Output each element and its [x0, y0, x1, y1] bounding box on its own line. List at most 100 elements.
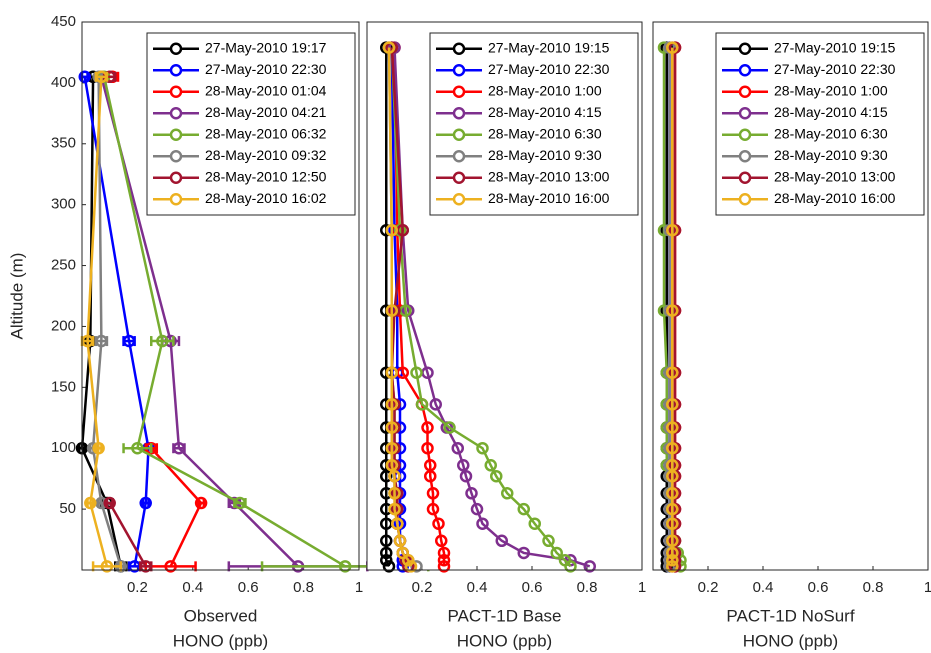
legend-label: 27-May-2010 19:15	[774, 39, 896, 55]
legend: 27-May-2010 19:15 27-May-2010 22:30 28-May…	[715, 32, 925, 216]
legend-label: 27-May-2010 22:30	[774, 61, 896, 77]
data-point	[666, 517, 679, 530]
legend-box	[146, 32, 356, 216]
x-tick-label: 0.4	[182, 579, 203, 596]
panel: 0.2 0.4 0.6 0.8 150100150200250300350400450O…	[7, 13, 430, 650]
data-point	[666, 502, 679, 516]
legend-label: 28-May-2010 9:30	[774, 147, 888, 163]
data-point	[78, 70, 92, 84]
legend-marker	[169, 64, 183, 77]
legend-label: 28-May-2010 12:50	[205, 168, 327, 184]
data-point	[666, 441, 679, 455]
data-point	[484, 459, 497, 472]
data-point	[666, 223, 679, 237]
data-point	[391, 517, 404, 530]
data-point	[666, 366, 679, 379]
data-point	[666, 398, 679, 411]
data-point	[396, 546, 409, 560]
legend-label: 28-May-2010 04:21	[205, 104, 327, 120]
data-point	[194, 496, 208, 510]
y-tick-label: 150	[51, 378, 76, 395]
data-point	[122, 334, 136, 348]
legend-marker	[738, 85, 752, 98]
x-axis-label: HONO (ppb)	[457, 631, 552, 650]
data-point	[542, 534, 555, 548]
data-point	[501, 487, 514, 500]
data-point	[666, 421, 679, 434]
legend-label: 28-May-2010 1:00	[488, 82, 602, 98]
data-point	[385, 421, 398, 434]
legend-marker	[452, 150, 466, 163]
data-point	[517, 502, 530, 516]
x-axis-label: Observed	[184, 606, 258, 625]
data-point	[457, 459, 470, 472]
data-point	[131, 441, 144, 455]
legend-marker	[738, 150, 752, 163]
y-axis-label: Altitude (m)	[7, 253, 26, 340]
data-point	[429, 398, 442, 411]
legend-label: 28-May-2010 1:00	[774, 82, 888, 98]
legend-marker	[452, 42, 466, 55]
data-point	[382, 560, 396, 573]
data-point	[92, 441, 105, 455]
y-tick-label: 450	[51, 13, 76, 30]
data-point	[404, 560, 418, 573]
legend-marker	[738, 64, 752, 77]
data-point	[95, 334, 108, 348]
legend-label: 28-May-2010 4:15	[488, 104, 602, 120]
legend-label: 27-May-2010 19:17	[205, 39, 327, 55]
legend-box	[715, 32, 925, 216]
legend-marker	[452, 128, 466, 141]
data-point	[385, 366, 398, 379]
y-tick-label: 300	[51, 196, 76, 213]
legend-marker	[452, 64, 466, 77]
legend-label: 27-May-2010 22:30	[205, 61, 327, 77]
data-point	[380, 534, 393, 548]
data-point	[465, 487, 478, 500]
legend-marker	[169, 42, 183, 55]
data-point	[380, 554, 393, 567]
x-tick-label: 0.4	[467, 579, 488, 596]
series-line	[100, 76, 299, 568]
data-point	[393, 534, 407, 548]
panel: 0.2 0.4 0.6 0.8 1 PACT-1D Base HONO (ppb) 27-Ma…	[366, 21, 646, 650]
data-point	[172, 441, 186, 455]
legend-marker	[738, 107, 752, 120]
data-point	[139, 560, 152, 573]
data-point	[156, 334, 169, 348]
x-tick-label: 0.8	[293, 579, 314, 596]
legend-box	[429, 32, 639, 216]
data-point	[528, 517, 541, 530]
data-point	[470, 502, 484, 516]
y-tick-label: 350	[51, 135, 76, 152]
data-point	[666, 487, 679, 500]
data-point	[476, 441, 489, 455]
axes-box	[366, 21, 643, 571]
data-point	[459, 469, 473, 483]
x-axis-label: HONO (ppb)	[173, 631, 268, 650]
data-point	[426, 502, 440, 516]
data-point	[517, 546, 530, 560]
data-point	[385, 441, 398, 455]
x-axis-label: PACT-1D NoSurf	[726, 606, 854, 625]
legend-label: 28-May-2010 4:15	[774, 104, 888, 120]
series-line	[86, 76, 109, 567]
data-point	[451, 441, 464, 455]
data-point	[410, 366, 423, 379]
legend-label: 28-May-2010 16:00	[488, 190, 610, 206]
data-point	[385, 304, 398, 317]
data-point	[666, 554, 679, 567]
x-tick-label: 0.4	[753, 579, 774, 596]
legend-marker	[452, 107, 466, 120]
legend-marker	[169, 171, 183, 184]
axes-box	[81, 21, 360, 571]
y-tick-label: 200	[51, 317, 76, 334]
data-point	[410, 560, 423, 573]
axes-box	[652, 21, 929, 571]
legend-marker	[169, 128, 183, 141]
legend-marker	[738, 171, 752, 184]
data-point	[421, 421, 434, 434]
data-point	[388, 469, 401, 483]
legend-label: 28-May-2010 09:32	[205, 147, 327, 163]
legend-marker	[452, 193, 466, 206]
